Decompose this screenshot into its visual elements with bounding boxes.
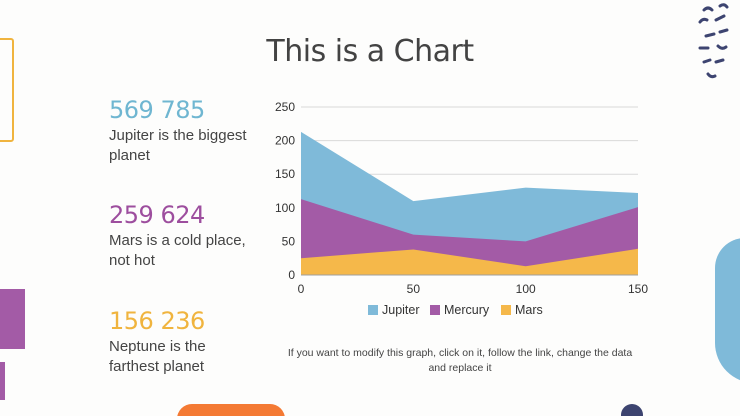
yellow-frame-decoration [0,38,14,142]
area-series-mars [301,248,638,275]
y-tick-label: 200 [275,134,295,148]
stat-value: 259 624 [109,201,205,229]
legend-label-jupiter: Jupiter [382,303,420,317]
navy-dot-decoration [621,404,643,416]
stat-value: 569 785 [109,96,205,124]
y-tick-label: 100 [275,201,295,215]
legend-swatch-jupiter [368,305,378,315]
slide-title: This is a Chart [266,34,474,69]
chart-instructions: If you want to modify this graph, click … [287,347,633,374]
stat-neptune: 156 236 Neptune is the farthest planet [109,307,259,377]
blue-blob-decoration [715,238,740,383]
x-tick-label: 150 [628,282,648,296]
stat-description: Jupiter is the biggest planet [109,127,247,164]
stat-value: 156 236 [109,307,205,335]
purple-block-decoration [0,289,25,349]
dash-pattern-decoration [698,3,729,79]
purple-strip-decoration [0,362,5,400]
stat-mars: 259 624 Mars is a cold place, not hot [109,201,259,271]
y-tick-label: 250 [275,100,295,114]
x-tick-label: 50 [407,282,421,296]
legend-swatch-mercury [430,305,440,315]
legend-label-mercury: Mercury [444,303,490,317]
legend-label-mars: Mars [515,303,543,317]
stat-description: Neptune is the farthest planet [109,338,206,375]
y-tick-label: 0 [288,268,295,282]
y-tick-label: 50 [282,234,296,248]
x-tick-label: 100 [516,282,536,296]
area-chart[interactable]: 0 50 100 150 200 250 0 50 100 150 Jupiter Mercury Ma… [258,92,658,328]
stat-jupiter: 569 785 Jupiter is the biggest planet [109,96,259,166]
y-tick-label: 150 [275,167,295,181]
orange-blob-decoration [177,404,285,416]
x-tick-label: 0 [298,282,305,296]
stat-description: Mars is a cold place, not hot [109,232,246,269]
legend-swatch-mars [501,305,511,315]
